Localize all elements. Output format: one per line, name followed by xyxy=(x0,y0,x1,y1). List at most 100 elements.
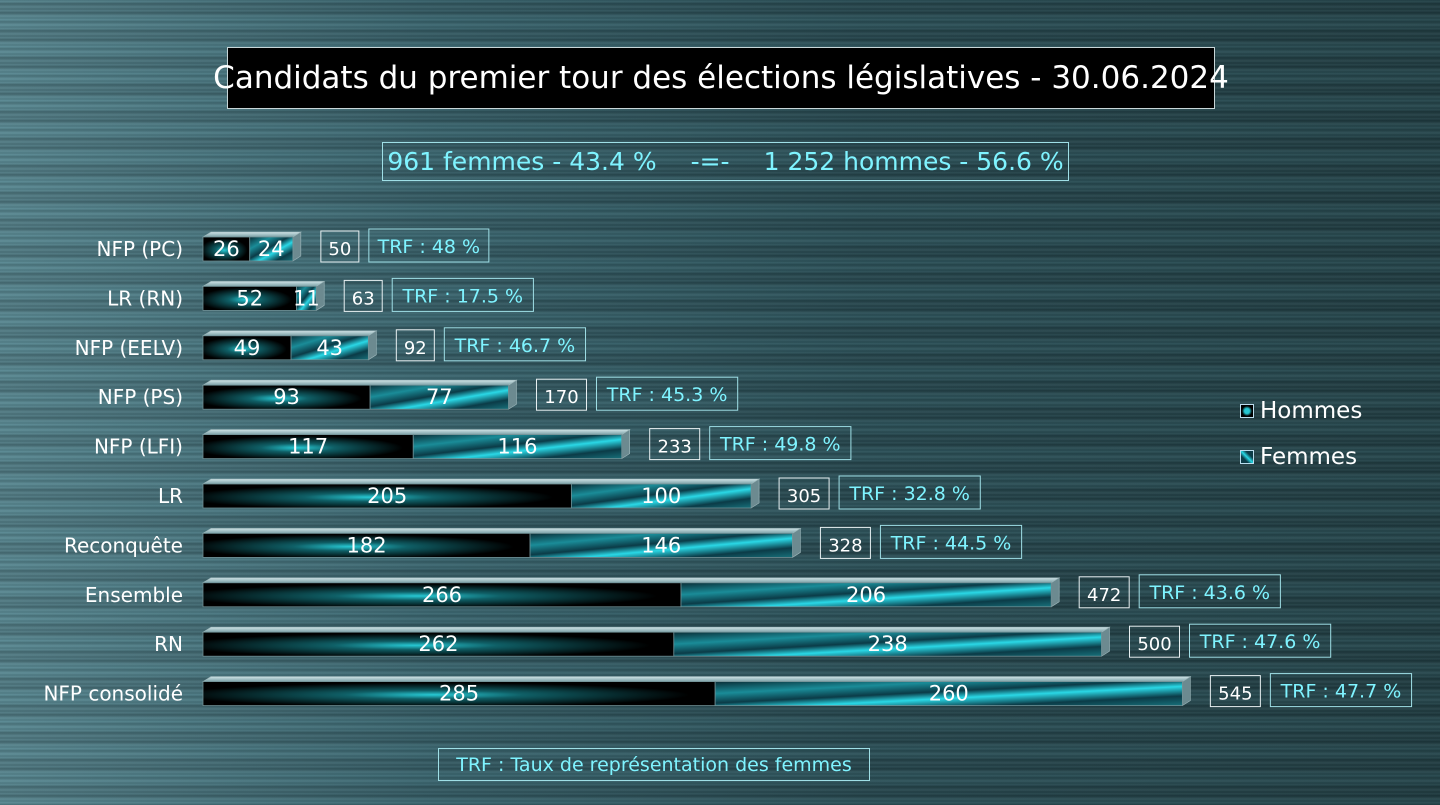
total-box xyxy=(1129,625,1180,658)
category-label: Ensemble xyxy=(85,583,183,607)
trf-label: TRF : 47.6 % xyxy=(1199,631,1321,653)
bar-femmes xyxy=(714,681,1183,706)
value-label-hommes: 52 xyxy=(236,286,263,310)
value-label-femmes: 206 xyxy=(846,583,886,607)
trf-box xyxy=(709,426,852,461)
trf-box xyxy=(879,524,1023,559)
bar-side-face xyxy=(292,231,302,262)
footnote: TRF : Taux de représentation des femmes xyxy=(438,748,870,781)
total-box xyxy=(343,279,383,312)
legend-label-femmes: Femmes xyxy=(1260,444,1358,470)
bar-hommes xyxy=(202,582,682,608)
trf-box xyxy=(1189,623,1332,658)
summary-hommes: 1 252 hommes - 56.6 % xyxy=(763,147,1064,176)
total-label: 50 xyxy=(328,239,351,260)
trf-box xyxy=(838,475,981,510)
trf-box xyxy=(595,376,739,411)
bar-side-face xyxy=(621,429,631,460)
hommes-swatch-icon xyxy=(1240,404,1254,418)
total-label: 500 xyxy=(1137,634,1171,655)
bar-side-face xyxy=(508,379,517,410)
bar-top-face xyxy=(201,528,802,534)
value-label-hommes: 49 xyxy=(234,336,261,360)
category-label: Reconquête xyxy=(64,533,183,557)
trf-label: TRF : 32.8 % xyxy=(848,483,970,505)
bar-hommes xyxy=(202,236,251,262)
total-label: 472 xyxy=(1087,585,1121,606)
bar-femmes xyxy=(369,384,509,410)
legend-label-hommes: Hommes xyxy=(1260,398,1363,424)
femmes-swatch-icon xyxy=(1240,450,1254,464)
trf-box xyxy=(1269,673,1413,708)
value-label-femmes: 24 xyxy=(258,237,285,261)
value-label-hommes: 26 xyxy=(213,237,240,261)
bar-top-face xyxy=(201,676,1192,682)
bar-top-face xyxy=(201,429,631,435)
bar-top-face xyxy=(201,379,518,386)
bar-femmes xyxy=(570,483,752,509)
value-label-hommes: 117 xyxy=(288,435,328,459)
category-label: LR (RN) xyxy=(107,286,183,310)
bar-side-face xyxy=(1182,676,1191,707)
bar-femmes xyxy=(680,582,1052,608)
summary-separator: -=- xyxy=(690,147,730,176)
total-box xyxy=(819,526,871,559)
category-label: NFP (PC) xyxy=(96,237,183,261)
value-label-hommes: 93 xyxy=(273,385,300,409)
total-label: 328 xyxy=(828,535,862,556)
total-label: 92 xyxy=(404,338,427,359)
trf-label: TRF : 43.6 % xyxy=(1148,582,1270,604)
bar-side-face xyxy=(1050,577,1060,608)
bar-femmes xyxy=(412,434,623,460)
trf-label: TRF : 47.7 % xyxy=(1280,681,1402,703)
trf-label: TRF : 17.5 % xyxy=(401,285,523,307)
trf-box xyxy=(368,228,490,263)
trf-label: TRF : 48 % xyxy=(377,236,481,258)
total-box xyxy=(535,378,587,411)
category-label: NFP (LFI) xyxy=(94,435,183,459)
total-box xyxy=(395,329,435,362)
value-label-femmes: 238 xyxy=(868,632,908,656)
total-label: 63 xyxy=(352,288,375,309)
bar-top-face xyxy=(201,626,1111,633)
category-label: NFP (PS) xyxy=(98,385,183,409)
value-label-hommes: 205 xyxy=(367,484,407,508)
bar-hommes xyxy=(202,533,531,558)
trf-label: TRF : 49.8 % xyxy=(719,434,841,456)
total-box xyxy=(649,428,701,461)
bar-top-face xyxy=(201,577,1061,584)
bar-hommes xyxy=(202,384,371,410)
bar-hommes xyxy=(202,483,572,509)
bar-femmes xyxy=(290,335,369,361)
trf-box xyxy=(443,327,587,362)
gender-summary: 961 femmes - 43.4 % -=- 1 252 hommes - 5… xyxy=(382,142,1069,181)
legend-item-hommes: Hommes xyxy=(1240,388,1362,434)
bar-top-face xyxy=(201,330,378,337)
value-label-femmes: 11 xyxy=(293,286,320,310)
bar-femmes xyxy=(296,285,317,311)
bar-femmes xyxy=(529,533,793,558)
bar-side-face xyxy=(368,330,377,361)
value-label-femmes: 116 xyxy=(497,435,537,459)
value-label-femmes: 77 xyxy=(426,385,453,409)
trf-label: TRF : 44.5 % xyxy=(890,532,1012,554)
bar-side-face xyxy=(792,527,801,558)
total-box xyxy=(320,230,360,263)
total-label: 233 xyxy=(658,437,692,458)
trf-box xyxy=(391,277,534,312)
total-label: 170 xyxy=(544,387,578,408)
category-label: LR xyxy=(158,484,183,508)
total-box xyxy=(778,477,830,510)
total-label: 545 xyxy=(1218,684,1252,705)
total-box xyxy=(1078,576,1130,609)
legend: Hommes Femmes xyxy=(1240,388,1362,480)
value-label-hommes: 266 xyxy=(422,583,462,607)
value-label-hommes: 182 xyxy=(346,533,386,557)
category-label: NFP consolidé xyxy=(43,682,183,706)
value-label-femmes: 260 xyxy=(929,682,969,706)
chart-title: Candidats du premier tour des élections … xyxy=(213,47,1229,109)
trf-box xyxy=(1138,574,1281,609)
value-label-femmes: 146 xyxy=(641,533,681,557)
trf-label: TRF : 46.7 % xyxy=(454,335,576,357)
